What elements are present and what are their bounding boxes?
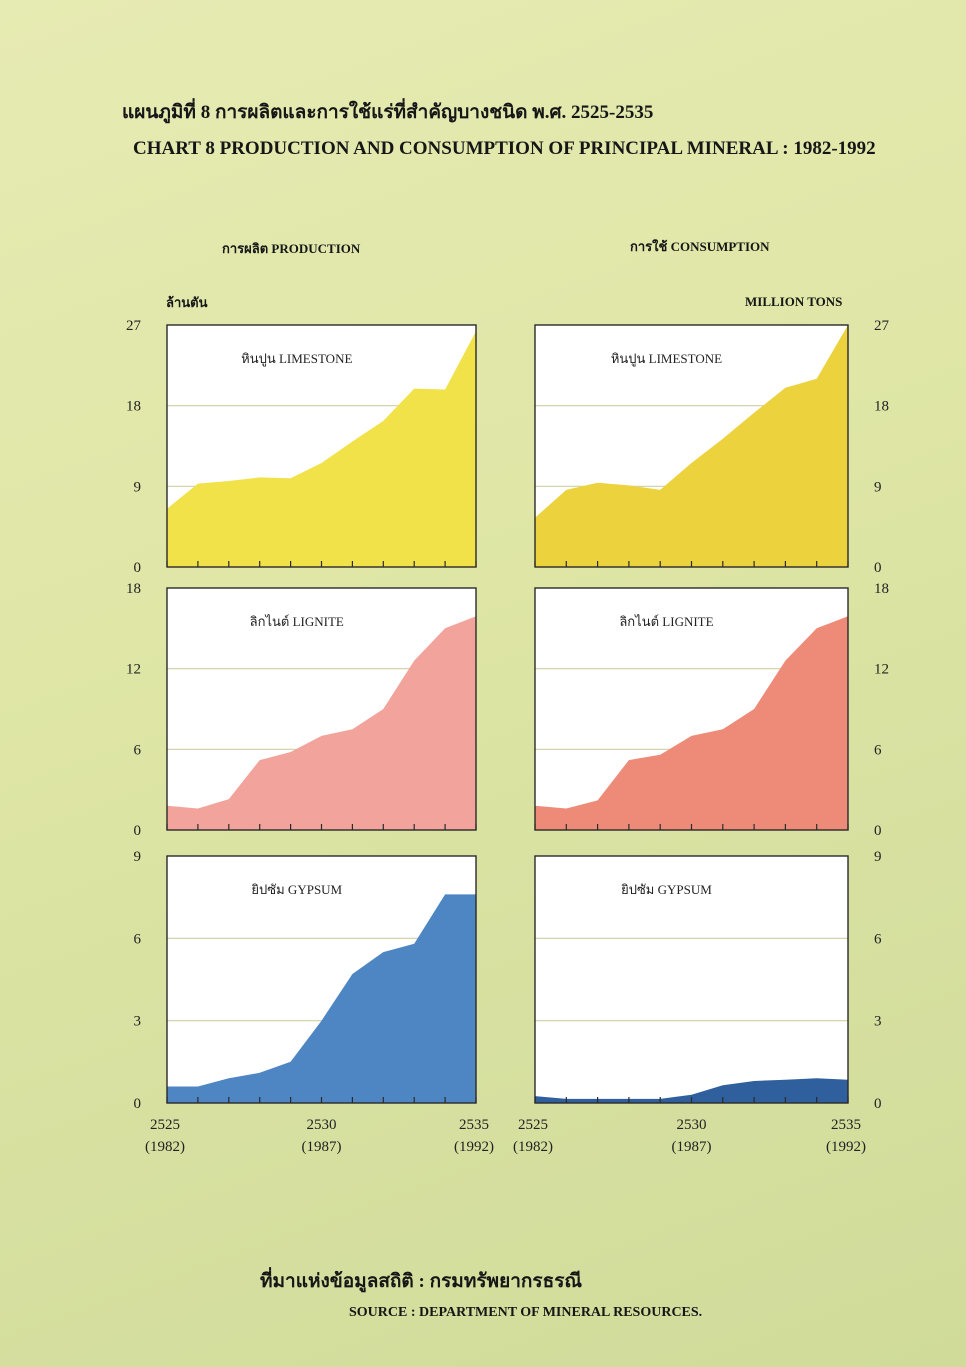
area-series <box>535 325 848 567</box>
x-tick-label: 2535 <box>459 1117 489 1133</box>
chart-title-thai: แผนภูมิที่ 8 การผลิตและการใช้แร่ที่สำคัญ… <box>122 102 654 123</box>
consumption-column-header: การใช้ CONSUMPTION <box>630 239 770 254</box>
y-tick-label: 3 <box>134 1014 142 1030</box>
y-tick-label: 18 <box>874 581 889 597</box>
y-tick-label: 0 <box>134 1096 142 1112</box>
area-series <box>167 616 476 830</box>
x-tick-label-ce: (1987) <box>302 1139 342 1155</box>
x-tick-label: 2530 <box>677 1117 707 1133</box>
production-column-header: การผลิต PRODUCTION <box>222 241 361 256</box>
y-tick-label: 3 <box>874 1014 882 1030</box>
y-tick-label: 18 <box>126 581 141 597</box>
y-tick-label: 12 <box>126 662 141 678</box>
limestone_consumption-chart: หินปูน LIMESTONE 0 9 18 27 <box>534 318 890 576</box>
area-series <box>167 894 476 1103</box>
y-tick-label: 0 <box>874 1096 882 1112</box>
gypsum_production-chart: ยิปซัม GYPSUM 0 3 6 9 2525 (1982) 2530 (1987) 253… <box>134 849 495 1155</box>
area-series <box>167 331 476 567</box>
plot-area <box>535 856 848 1103</box>
y-tick-label: 9 <box>874 479 882 495</box>
source-note-thai: ที่มาแห่งข้อมูลสถิติ : กรมทรัพยากรธรณี <box>260 1271 583 1292</box>
x-tick-label-ce: (1987) <box>672 1139 712 1155</box>
y-tick-label: 27 <box>874 318 890 334</box>
x-tick-label-ce: (1992) <box>454 1139 494 1155</box>
x-tick-label-ce: (1982) <box>145 1139 185 1155</box>
y-tick-label: 0 <box>134 560 142 576</box>
y-tick-label: 18 <box>126 399 141 415</box>
unit-label-english: MILLION TONS <box>745 294 843 309</box>
x-tick-label: 2525 <box>150 1117 180 1133</box>
y-tick-label: 0 <box>874 823 882 839</box>
series-label: ลิกไนต์ LIGNITE <box>619 614 713 629</box>
x-tick-label-ce: (1982) <box>513 1139 553 1155</box>
x-tick-label-ce: (1992) <box>826 1139 866 1155</box>
series-label: ลิกไนต์ LIGNITE <box>250 614 344 629</box>
series-label: ยิปซัม GYPSUM <box>251 882 343 897</box>
y-tick-label: 6 <box>134 742 142 758</box>
y-tick-label: 9 <box>874 849 882 865</box>
source-note-english: SOURCE : DEPARTMENT OF MINERAL RESOURCES… <box>349 1305 703 1320</box>
chart-title-english: CHART 8 PRODUCTION AND CONSUMPTION OF PR… <box>133 138 876 159</box>
y-tick-label: 0 <box>134 823 142 839</box>
y-tick-label: 9 <box>134 849 142 865</box>
y-tick-label: 6 <box>134 931 142 947</box>
y-tick-label: 9 <box>134 479 142 495</box>
limestone_production-chart: หินปูน LIMESTONE 0 9 18 27 <box>126 318 477 576</box>
series-label: หินปูน LIMESTONE <box>611 351 722 367</box>
x-tick-label: 2530 <box>307 1117 337 1133</box>
y-tick-label: 6 <box>874 931 882 947</box>
unit-label-thai: ล้านตัน <box>166 295 208 310</box>
series-label: หินปูน LIMESTONE <box>241 351 352 367</box>
series-label: ยิปซัม GYPSUM <box>621 882 713 897</box>
x-tick-label: 2535 <box>831 1117 861 1133</box>
x-tick-label: 2525 <box>518 1117 548 1133</box>
y-tick-label: 0 <box>874 560 882 576</box>
area-series <box>535 616 848 830</box>
y-tick-label: 12 <box>874 662 889 678</box>
gypsum_consumption-chart: ยิปซัม GYPSUM 0 3 6 9 2525 (1982) 2530 (1987) 253… <box>513 849 882 1155</box>
lignite_production-chart: ลิกไนต์ LIGNITE 0 6 12 18 <box>126 581 477 839</box>
area-series <box>535 1078 848 1103</box>
lignite_consumption-chart: ลิกไนต์ LIGNITE 0 6 12 18 <box>534 581 889 839</box>
y-tick-label: 27 <box>126 318 142 334</box>
y-tick-label: 6 <box>874 742 882 758</box>
y-tick-label: 18 <box>874 399 889 415</box>
